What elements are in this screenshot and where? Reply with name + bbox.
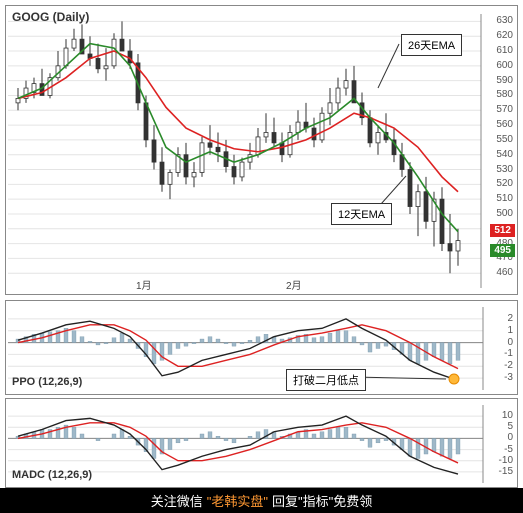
banner-pre: 关注微信 xyxy=(151,491,203,510)
banner-mid: "老韩实盘" xyxy=(207,491,268,510)
promo-banner: 关注微信 "老韩实盘" 回复"指标"免费领 xyxy=(0,488,523,513)
x-tick-label: 2月 xyxy=(286,277,302,292)
x-tick-label: 1月 xyxy=(136,277,152,292)
callout: 12天EMA xyxy=(331,203,392,225)
price-chart: GOOG (Daily) 460470480490500510520530540… xyxy=(5,5,518,295)
chart-title: GOOG (Daily) xyxy=(12,10,89,24)
price-badge-green: 495 xyxy=(490,244,515,257)
callout: 26天EMA xyxy=(401,34,462,56)
banner-post: 回复"指标"免费领 xyxy=(272,491,372,510)
macd-panel: -15-10-50510MADC (12,26,9) xyxy=(5,398,518,488)
indicator-label: PPO (12,26,9) xyxy=(12,376,82,388)
ppo-panel: -3-2-1012PPO (12,26,9)打破二月低点 xyxy=(5,300,518,395)
callout: 打破二月低点 xyxy=(286,369,366,391)
price-badge-red: 512 xyxy=(490,224,515,237)
indicator-label: MADC (12,26,9) xyxy=(12,469,92,481)
